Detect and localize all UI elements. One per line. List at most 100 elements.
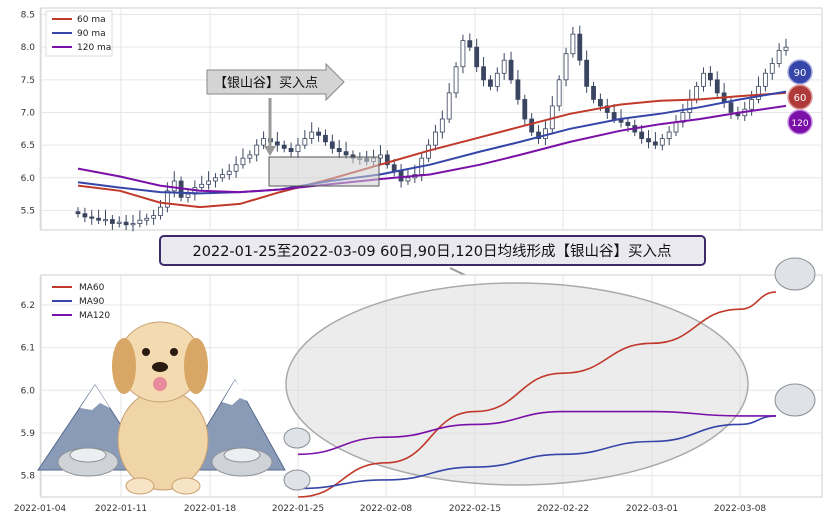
badge-60: 60 xyxy=(794,93,807,104)
candle xyxy=(701,72,706,87)
candle xyxy=(673,121,679,133)
top-line-ma90 xyxy=(77,90,787,195)
x-tick-label: 2022-02-22 xyxy=(537,504,589,514)
candle xyxy=(391,164,397,172)
candle xyxy=(219,174,225,179)
top-y-tick-label: 6.0 xyxy=(21,174,36,184)
candle xyxy=(151,215,157,219)
legend-90ma: 90 ma xyxy=(77,29,106,39)
candle xyxy=(584,59,590,87)
candle xyxy=(240,157,246,166)
candle xyxy=(261,138,266,146)
ma-panel: 5.8 5.9 6.0 6.1 6.2 MA60 MA90 MA120 xyxy=(21,257,823,498)
silver-cup-icon xyxy=(283,257,816,491)
x-tick-label: 2022-02-08 xyxy=(360,504,413,514)
candle xyxy=(323,134,328,143)
x-axis: 2022-01-04 2022-01-11 2022-01-18 2022-01-25… xyxy=(14,504,767,514)
cup-a xyxy=(283,427,311,449)
top-line-ma60 xyxy=(77,91,787,209)
candle xyxy=(185,193,191,198)
candle xyxy=(274,141,280,146)
banner-box xyxy=(159,235,706,266)
silver-ingot-top xyxy=(69,447,107,463)
dog-tongue xyxy=(153,377,167,391)
candle xyxy=(316,131,321,136)
candle xyxy=(226,170,232,175)
banner-text: 2022-01-25至2022-03-09 60日,90日,120日均线形成【银… xyxy=(193,243,672,260)
candle xyxy=(680,112,686,123)
candle xyxy=(446,92,452,120)
candle xyxy=(281,144,287,149)
dog-paw-right xyxy=(171,477,201,495)
badge-90-circle xyxy=(787,59,813,85)
bottom-moving-averages xyxy=(297,291,777,498)
candle xyxy=(288,147,294,153)
bottom-line-ma120 xyxy=(297,410,776,456)
top-line-ma120 xyxy=(77,104,787,194)
candle xyxy=(206,180,212,185)
candle xyxy=(501,59,507,74)
candle xyxy=(433,131,438,146)
candle xyxy=(776,50,782,64)
candle xyxy=(646,138,651,143)
candle xyxy=(116,221,122,224)
dog-nose xyxy=(152,362,168,372)
silver-valley-ellipse xyxy=(285,282,749,486)
candle xyxy=(75,211,81,215)
signal-label-arrow xyxy=(206,62,345,102)
candle xyxy=(611,112,617,120)
top-y-tick-label: 5.5 xyxy=(21,206,35,216)
candle xyxy=(405,177,411,182)
silver-valley-highlight xyxy=(268,156,380,187)
candle xyxy=(556,79,562,107)
top-y-tick-label: 8.0 xyxy=(21,43,36,53)
candle xyxy=(687,99,693,113)
candle xyxy=(666,131,672,139)
candle xyxy=(570,33,576,55)
dog-eye-left xyxy=(142,348,150,356)
candle xyxy=(309,131,315,139)
x-tick-label: 2022-02-15 xyxy=(449,504,501,514)
bottom-y-tick-label: 6.2 xyxy=(21,301,35,311)
candle xyxy=(749,99,755,110)
top-y-tick-label: 7.5 xyxy=(21,76,35,86)
candle xyxy=(343,151,349,156)
legend-120ma: 120 ma xyxy=(77,43,111,53)
candle xyxy=(336,147,342,153)
candle xyxy=(109,219,115,224)
bottom-y-tick-label: 6.0 xyxy=(21,386,36,396)
candle xyxy=(474,46,480,68)
bottom-line-ma60 xyxy=(297,291,777,498)
legend-ma90: MA90 xyxy=(79,297,105,307)
candle xyxy=(164,190,170,208)
bottom-legend: MA60 MA90 MA120 xyxy=(52,283,110,321)
candle xyxy=(439,118,445,133)
dog-ear-right xyxy=(184,338,208,394)
candles xyxy=(75,25,789,232)
bottom-y-axis: 5.8 5.9 6.0 6.1 6.2 xyxy=(21,301,36,482)
candle xyxy=(103,219,108,222)
badge-120: 120 xyxy=(791,119,808,129)
candle xyxy=(522,99,528,120)
top-y-tick-label: 7.0 xyxy=(21,108,36,118)
banner: 2022-01-25至2022-03-09 60日,90日,120日均线形成【银… xyxy=(159,235,706,298)
legend-ma60: MA60 xyxy=(79,283,105,293)
dog-body xyxy=(117,389,209,491)
silver-ingot-top-right xyxy=(223,447,261,463)
candle xyxy=(130,223,136,226)
badge-90: 90 xyxy=(794,68,807,79)
candle xyxy=(254,144,260,156)
candle xyxy=(158,206,163,217)
candle xyxy=(481,66,486,81)
mascot-illustration xyxy=(37,321,286,495)
badge-60-circle xyxy=(787,84,813,110)
candle xyxy=(625,121,631,126)
candle xyxy=(659,138,665,146)
top-y-tick-label: 6.5 xyxy=(21,141,35,151)
candle xyxy=(384,154,390,166)
candle xyxy=(488,79,493,87)
signal-label: 【银山谷】买入点 xyxy=(214,76,318,91)
candle xyxy=(460,40,466,68)
legend-60ma: 60 ma xyxy=(77,15,106,25)
candle xyxy=(144,217,150,221)
